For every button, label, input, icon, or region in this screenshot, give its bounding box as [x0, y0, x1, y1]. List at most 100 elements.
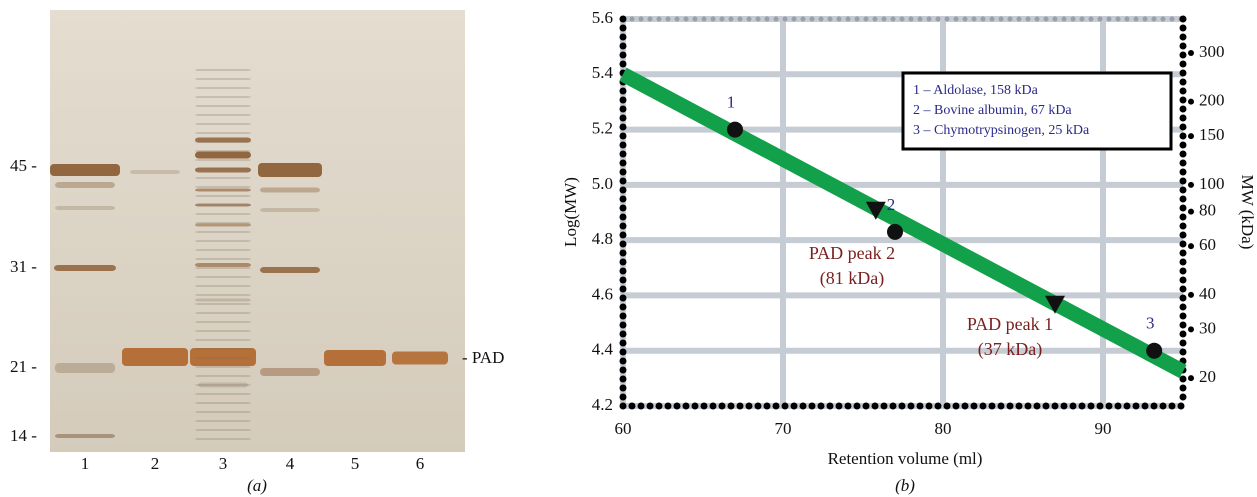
gel-band — [195, 150, 251, 152]
y2-tick-label: 20 — [1199, 367, 1216, 386]
gel-band — [195, 132, 251, 134]
gel-band — [195, 223, 251, 227]
gel-band — [195, 393, 251, 395]
gel-image — [50, 10, 465, 452]
gel-band — [195, 167, 251, 173]
gel-band — [195, 366, 251, 368]
y-tick-label: 5.6 — [592, 8, 613, 27]
caption: (b) — [895, 476, 915, 495]
y2-tick — [1188, 98, 1194, 105]
gel-band — [195, 348, 251, 350]
y-tick-label: 4.4 — [592, 340, 614, 359]
gel-band — [260, 208, 320, 212]
y2-tick — [1188, 291, 1194, 298]
marker-label: 31 - — [10, 257, 37, 276]
gel-band — [195, 96, 251, 98]
y2-tick-label: 60 — [1199, 235, 1216, 254]
legend-box — [901, 71, 1173, 151]
band-label: - PAD — [462, 348, 504, 367]
gel-band — [55, 206, 115, 210]
gel-band — [198, 382, 248, 388]
annotation: PAD peak 2 — [809, 243, 895, 263]
y2-tick-label: 300 — [1199, 42, 1225, 61]
point — [1045, 295, 1065, 314]
gel-band — [195, 204, 251, 206]
legend-text: 3 – Chymotrypsinogen, 25 kDa — [913, 123, 1090, 138]
gel-bands — [50, 69, 448, 440]
gel-band — [195, 438, 251, 440]
marker-label: 14 - — [10, 426, 37, 445]
gel-band — [54, 265, 116, 271]
point-label: 2 — [887, 195, 896, 214]
gel-band — [195, 240, 251, 242]
annotation: PAD peak 1 — [967, 314, 1053, 334]
x-tick-label: 90 — [1095, 419, 1112, 438]
point — [865, 201, 886, 220]
annotation: (81 kDa) — [820, 268, 884, 289]
y2-tick-label: 80 — [1199, 201, 1216, 220]
gel-band — [195, 231, 251, 233]
y2-tick — [1188, 49, 1194, 56]
fit-line — [619, 67, 1187, 379]
point — [887, 223, 903, 240]
caption: (a) — [247, 476, 267, 495]
lane-label: 2 — [151, 454, 160, 473]
point — [1146, 342, 1163, 359]
gel-band — [195, 375, 251, 377]
gel-band — [195, 321, 251, 323]
gel-band — [130, 170, 180, 174]
y-tick-label: 5.0 — [592, 174, 613, 193]
gel-band — [195, 312, 251, 314]
point-label: 1 — [727, 92, 736, 111]
lane-label: 1 — [81, 454, 90, 473]
gel-band — [55, 434, 115, 438]
gel-band — [195, 203, 251, 207]
gel-band — [195, 298, 251, 302]
y2-tick — [1188, 133, 1194, 140]
y2-tick — [1188, 208, 1194, 215]
y2-axis-label: MW (kDa) — [1238, 175, 1257, 250]
y-tick-label: 5.2 — [592, 118, 613, 137]
gel-band — [195, 105, 251, 107]
gel-band — [195, 186, 251, 188]
gel-band — [195, 330, 251, 332]
y-axis-label: Log(MW) — [561, 177, 580, 247]
gel-band — [195, 123, 251, 125]
gel-band — [195, 78, 251, 80]
gel-band — [195, 87, 251, 89]
gel-band — [195, 303, 251, 305]
gel-band — [195, 168, 251, 170]
gel-band — [392, 351, 448, 365]
x-tick-label: 60 — [615, 419, 632, 438]
y2-tick-label: 200 — [1199, 91, 1225, 110]
gel-band — [195, 258, 251, 260]
x-tick-label: 70 — [775, 419, 792, 438]
gel-band — [195, 222, 251, 224]
marker-label: 21 - — [10, 357, 37, 376]
y2-tick — [1188, 181, 1194, 188]
y2-tick-label: 40 — [1199, 284, 1216, 303]
gel-band — [195, 285, 251, 287]
x-tick-label: 80 — [935, 419, 952, 438]
annotation: (37 kDa) — [978, 339, 1042, 360]
gel-band — [195, 339, 251, 341]
gel-band — [195, 402, 251, 404]
gel-band — [195, 420, 251, 422]
y2-tick-label: 150 — [1199, 125, 1225, 144]
gel-band — [195, 137, 251, 143]
marker-label: 45 - — [10, 156, 37, 175]
point — [727, 121, 743, 138]
gel-band — [195, 263, 251, 267]
lane-label: 4 — [286, 454, 295, 473]
gel-band — [260, 368, 320, 376]
gel-band — [258, 163, 322, 177]
gel-band — [55, 363, 115, 373]
y2-tick-label: 100 — [1199, 174, 1225, 193]
gel-band — [195, 114, 251, 116]
x-axis-label: Retention volume (ml) — [828, 449, 983, 468]
gel-band — [324, 350, 386, 366]
gel-band — [122, 348, 188, 366]
gel-band — [195, 213, 251, 215]
gel-band — [195, 151, 251, 159]
